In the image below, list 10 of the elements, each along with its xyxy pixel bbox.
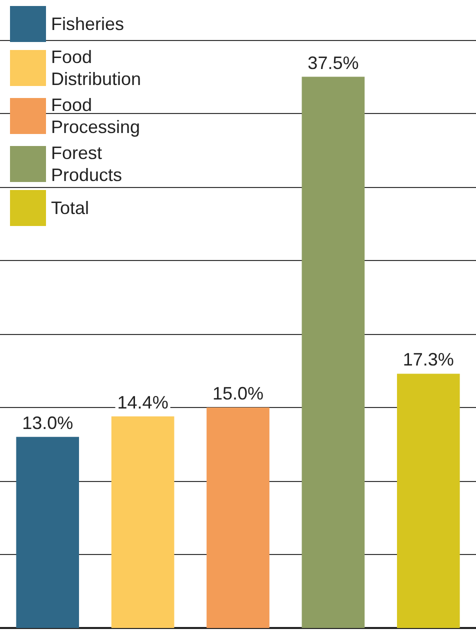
legend-label: Fisheries bbox=[51, 14, 124, 34]
data-label: 15.0% bbox=[212, 384, 264, 404]
data-label: 17.3% bbox=[402, 350, 454, 370]
legend-label: Forest Products bbox=[51, 143, 122, 185]
legend-label: Total bbox=[51, 198, 90, 218]
data-label: 14.4% bbox=[117, 392, 168, 412]
legend-label: Food Processing bbox=[51, 95, 140, 137]
data-label: 13.0% bbox=[22, 412, 74, 433]
legend-label: Food Distribution bbox=[51, 47, 142, 89]
data-label: 37.5% bbox=[308, 52, 359, 73]
